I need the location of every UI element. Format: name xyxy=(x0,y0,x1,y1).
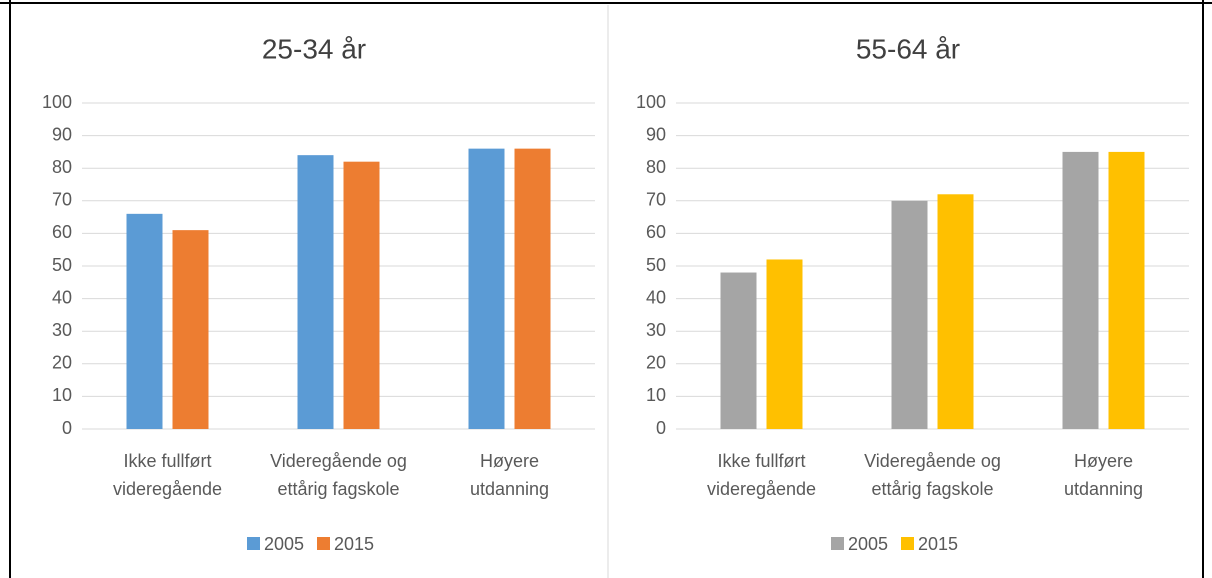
y-tick-label: 100 xyxy=(42,92,72,112)
legend-label: 2015 xyxy=(918,534,958,554)
bar xyxy=(766,259,803,429)
y-tick-label: 60 xyxy=(52,222,72,242)
y-tick-label: 90 xyxy=(52,124,72,144)
bar xyxy=(1108,151,1145,429)
x-tick-label: Videregående og xyxy=(270,451,407,471)
legend-swatch xyxy=(831,537,844,550)
y-tick-label: 100 xyxy=(636,92,666,112)
bar xyxy=(514,148,551,429)
bar xyxy=(891,200,928,429)
bar xyxy=(1062,151,1099,429)
chart: 55-64 år 0 10 20 30 40 50 60 70 80 90 100 Ikke fullf… xyxy=(636,33,1189,554)
bar xyxy=(720,272,757,429)
y-tick-label: 0 xyxy=(62,418,72,438)
x-tick-label: ettårig fagskole xyxy=(871,479,993,499)
x-tick-label: Videregående og xyxy=(864,451,1001,471)
x-tick-label: ettårig fagskole xyxy=(277,479,399,499)
y-tick-label: 50 xyxy=(646,255,666,275)
x-tick-label: Høyere xyxy=(1074,451,1133,471)
x-tick-label: Ikke fullført xyxy=(123,451,211,471)
bar xyxy=(468,148,505,429)
y-tick-label: 50 xyxy=(52,255,72,275)
y-tick-label: 0 xyxy=(656,418,666,438)
x-tick-label: utdanning xyxy=(1064,479,1143,499)
y-tick-label: 40 xyxy=(52,287,72,307)
y-tick-label: 20 xyxy=(52,353,72,373)
legend-label: 2005 xyxy=(848,534,888,554)
x-tick-label: videregående xyxy=(113,479,222,499)
legend-label: 2005 xyxy=(264,534,304,554)
bar xyxy=(126,213,163,429)
chart-title: 55-64 år xyxy=(856,33,960,64)
chart: 25-34 år 0 10 20 30 40 50 60 70 80 90 100 Ikke fullf… xyxy=(42,33,595,554)
y-tick-label: 70 xyxy=(646,190,666,210)
y-tick-label: 10 xyxy=(646,385,666,405)
bar xyxy=(937,194,974,429)
bar xyxy=(172,230,209,429)
legend-swatch xyxy=(317,537,330,550)
x-tick-label: utdanning xyxy=(470,479,549,499)
legend-swatch xyxy=(247,537,260,550)
y-tick-label: 90 xyxy=(646,124,666,144)
y-tick-label: 30 xyxy=(52,320,72,340)
legend-swatch xyxy=(901,537,914,550)
bar xyxy=(297,155,334,429)
x-tick-label: Høyere xyxy=(480,451,539,471)
y-tick-label: 10 xyxy=(52,385,72,405)
bar xyxy=(343,161,380,429)
y-tick-label: 30 xyxy=(646,320,666,340)
y-tick-label: 40 xyxy=(646,287,666,307)
y-tick-label: 80 xyxy=(646,157,666,177)
chart-title: 25-34 år xyxy=(262,33,366,64)
x-tick-label: videregående xyxy=(707,479,816,499)
y-tick-label: 70 xyxy=(52,190,72,210)
y-tick-label: 20 xyxy=(646,353,666,373)
y-tick-label: 80 xyxy=(52,157,72,177)
y-tick-label: 60 xyxy=(646,222,666,242)
x-tick-label: Ikke fullført xyxy=(717,451,805,471)
legend-label: 2015 xyxy=(334,534,374,554)
